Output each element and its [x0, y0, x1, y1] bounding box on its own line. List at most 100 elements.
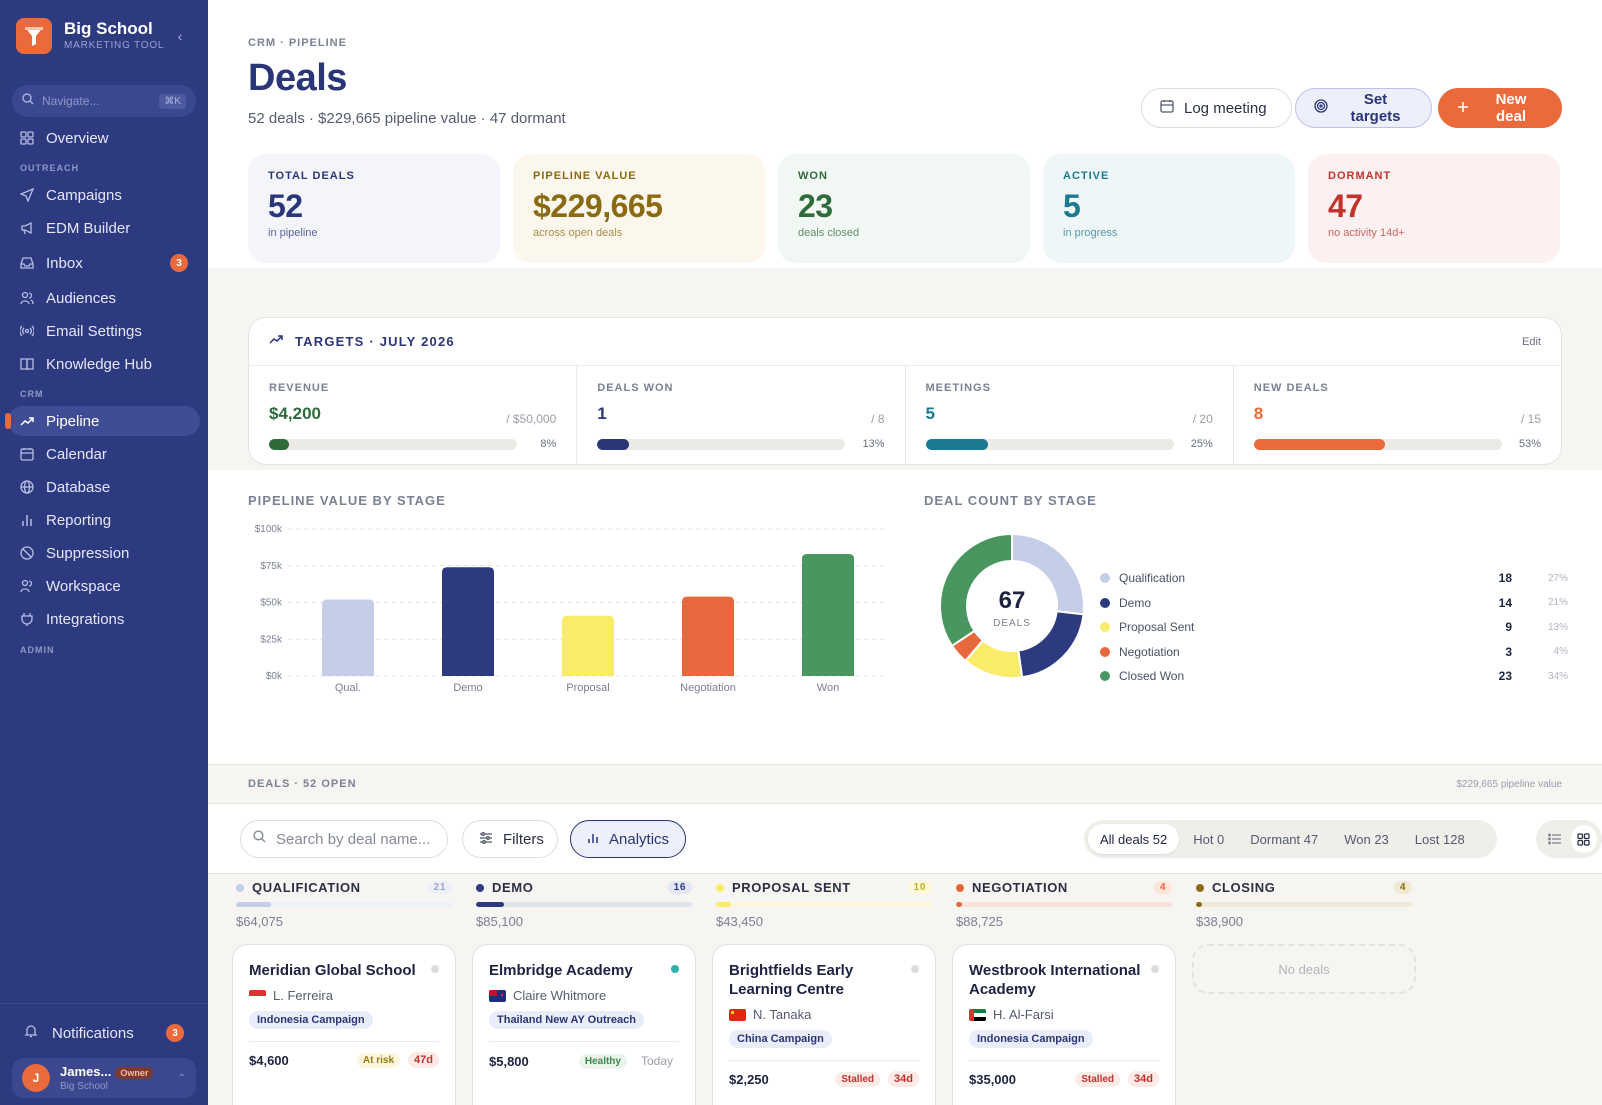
status-dot [911, 965, 919, 973]
globe-icon [20, 480, 34, 494]
list-view-icon[interactable] [1542, 825, 1568, 853]
targets-title: TARGETS · JULY 2026 [295, 334, 455, 349]
column-progress-fill [1196, 902, 1203, 907]
sidebar-item-integrations[interactable]: Integrations [8, 604, 200, 634]
kpi-label: TOTAL DEALS [268, 170, 355, 182]
campaign-tag[interactable]: Indonesia Campaign [249, 1011, 373, 1029]
target-goal: / $50,000 [506, 412, 557, 426]
bar[interactable] [562, 615, 614, 676]
target-progress-fill [1253, 439, 1386, 450]
sidebar-item-audiences[interactable]: Audiences [8, 283, 200, 313]
segment-lost[interactable]: Lost 128 [1414, 831, 1465, 847]
bar[interactable] [802, 553, 854, 676]
log-meeting-button[interactable]: Log meeting [1141, 88, 1292, 128]
sidebar-item-pipeline[interactable]: Pipeline [5, 406, 200, 436]
segment-dormant[interactable]: Dormant 47 [1250, 831, 1319, 847]
legend-count: 18 [1498, 571, 1512, 586]
sidebar-item-reporting[interactable]: Reporting [8, 505, 200, 535]
set-targets-button[interactable]: Set targets [1295, 88, 1432, 128]
sidebar-item-overview[interactable]: Overview [8, 123, 200, 153]
deal-card[interactable]: Elmbridge Academy Claire Whitmore Thaila… [472, 944, 696, 1105]
campaign-tag[interactable]: Thailand New AY Outreach [489, 1011, 644, 1029]
search-icon [253, 830, 266, 848]
edit-targets-link[interactable]: Edit [1522, 335, 1541, 348]
stage-dot [716, 883, 724, 892]
page-title: Deals [248, 57, 347, 99]
deal-card[interactable]: Brightfields Early Learning Centre N. Ta… [712, 944, 936, 1105]
page-subtitle: 52 deals · $229,665 pipeline value · 47 … [248, 110, 566, 127]
target-progress-bar [1253, 439, 1502, 450]
legend-dot [1100, 573, 1110, 584]
sidebar-item-knowledge-hub[interactable]: Knowledge Hub [8, 349, 200, 379]
sidebar-item-inbox[interactable]: Inbox 3 [8, 248, 200, 278]
sidebar-item-database[interactable]: Database [8, 472, 200, 502]
sidebar-divider [0, 1003, 208, 1004]
donut-center-label: DEALS [993, 618, 1031, 629]
new-deal-button[interactable]: New deal [1438, 88, 1562, 128]
age-badge: 34d [888, 1071, 919, 1087]
user-menu[interactable]: J James... Owner Big School ⌃ [12, 1058, 196, 1098]
nav-search-input[interactable] [42, 94, 142, 108]
legend-count: 14 [1498, 595, 1512, 610]
sidebar-item-label: Calendar [46, 445, 107, 463]
collapse-sidebar-icon[interactable]: ‹ [177, 28, 183, 44]
deal-card[interactable]: Meridian Global School L. Ferreira Indon… [232, 944, 456, 1105]
deals-total: $229,665 pipeline value [1456, 779, 1562, 790]
user-org: Big School [60, 1080, 108, 1092]
segment-all-deals[interactable]: All deals 52 [1088, 824, 1180, 854]
bar[interactable] [682, 596, 734, 676]
kpi-sub: no activity 14d+ [1328, 227, 1405, 239]
board-view-icon[interactable] [1570, 825, 1597, 853]
sidebar-item-edm-builder[interactable]: EDM Builder [8, 213, 200, 243]
legend-item[interactable]: Demo 14 21% [1100, 591, 1568, 616]
stage-dot [956, 883, 964, 892]
sidebar-item-workspace[interactable]: Workspace [8, 571, 200, 601]
filters-button[interactable]: Filters [462, 820, 558, 858]
donut-slice[interactable] [939, 532, 1013, 648]
legend-item[interactable]: Proposal Sent 9 13% [1100, 615, 1568, 640]
new-deal-label: New deal [1495, 91, 1527, 125]
send-icon [20, 188, 34, 202]
sidebar: Big School MARKETING TOOL ‹ ⌘K Overview … [0, 0, 208, 1105]
bar[interactable] [322, 599, 374, 676]
age-badge: 47d [408, 1052, 439, 1068]
nav-search[interactable]: ⌘K [12, 85, 196, 117]
kpi-dormant: DORMANT 47 no activity 14d+ [1308, 154, 1560, 263]
analytics-button[interactable]: Analytics [570, 820, 686, 858]
chevron-up-down-icon: ⌃ [177, 1072, 186, 1084]
target-label: DEALS WON [597, 382, 674, 394]
target-percent: 8% [540, 438, 557, 450]
search-icon [22, 92, 34, 110]
bar[interactable] [442, 567, 494, 676]
deal-name: Meridian Global School [249, 962, 416, 979]
sidebar-item-calendar[interactable]: Calendar [8, 439, 200, 469]
sidebar-item-email-settings[interactable]: Email Settings [8, 316, 200, 346]
age-badge: Today [640, 1054, 673, 1068]
sidebar-item-suppression[interactable]: Suppression [8, 538, 200, 568]
campaign-tag[interactable]: China Campaign [729, 1030, 832, 1048]
plus-icon [1457, 100, 1469, 117]
kpi-sub: in progress [1063, 227, 1118, 239]
book-icon [20, 357, 34, 371]
health-badge: Stalled [835, 1071, 881, 1087]
target-progress-bar [597, 439, 846, 450]
segment-hot[interactable]: Hot 0 [1193, 831, 1225, 847]
deal-search[interactable] [240, 820, 448, 858]
deal-search-input[interactable] [276, 830, 446, 848]
y-tick-label: $100k [255, 524, 283, 535]
campaign-tag[interactable]: Indonesia Campaign [969, 1030, 1093, 1048]
legend-item[interactable]: Negotiation 3 4% [1100, 640, 1568, 665]
notifications-button[interactable]: Notifications 3 [12, 1018, 196, 1048]
sidebar-item-campaigns[interactable]: Campaigns [8, 180, 200, 210]
deal-card[interactable]: Westbrook International Academy H. Al-Fa… [952, 944, 1176, 1105]
segment-won[interactable]: Won 23 [1344, 831, 1389, 847]
column-count: 21 [427, 881, 452, 894]
uae-flag-icon [969, 1008, 986, 1021]
sidebar-item-label: Knowledge Hub [46, 355, 152, 373]
brand[interactable]: Big School MARKETING TOOL [16, 18, 164, 54]
legend-item[interactable]: Qualification 18 27% [1100, 566, 1568, 591]
legend-percent: 21% [1547, 597, 1568, 609]
sidebar-item-label: Inbox [46, 254, 83, 272]
sidebar-item-label: Workspace [46, 577, 121, 595]
legend-item[interactable]: Closed Won 23 34% [1100, 664, 1568, 689]
